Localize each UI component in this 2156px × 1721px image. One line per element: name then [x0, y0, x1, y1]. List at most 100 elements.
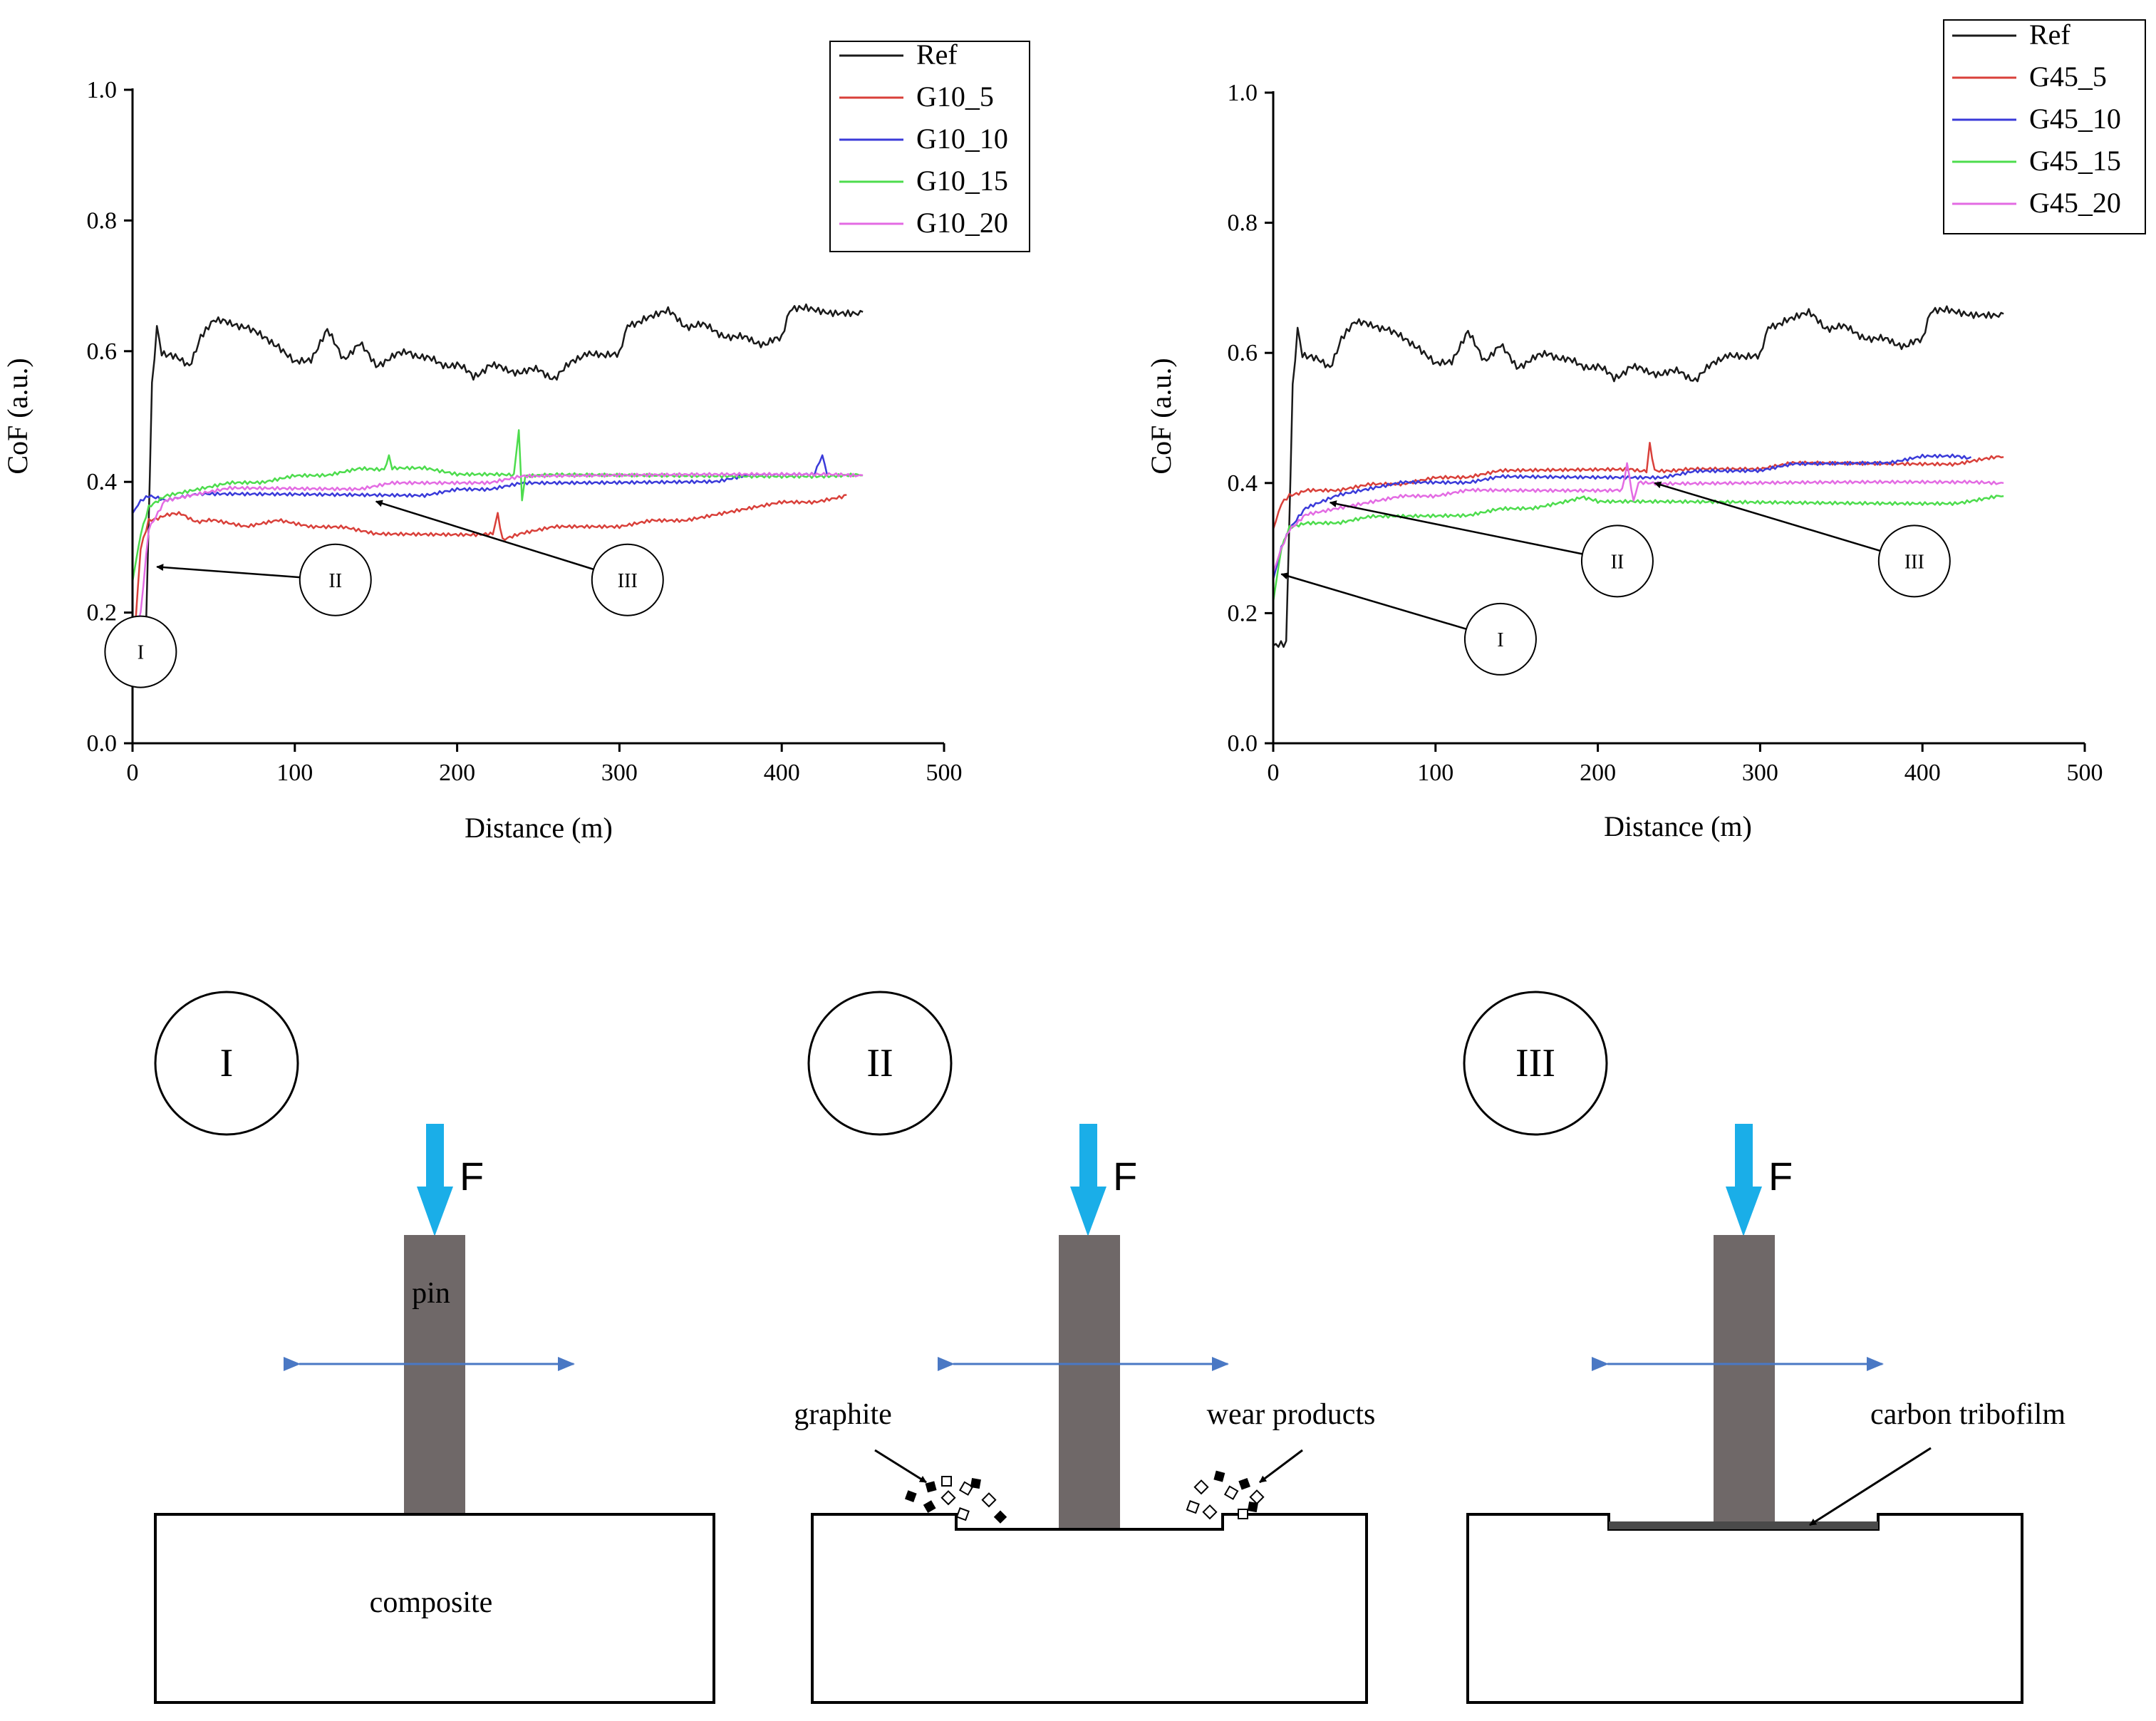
stage-1-badge — [154, 991, 299, 1136]
x-tick-label: 500 — [2067, 760, 2103, 786]
y-tick-label: 0.4 — [1228, 470, 1258, 497]
stage-3: III F carbon tribofilm — [1463, 991, 2066, 1704]
y-axis-label-right: CoF (a.u.) — [1145, 358, 1177, 474]
wear-products-label: wear products — [1207, 1398, 1376, 1431]
annotation-label: III — [618, 570, 638, 592]
tribofilm-label: carbon tribofilm — [1870, 1398, 2066, 1431]
wear-mechanism-schematic: I F pin composite II F graphite wear pro… — [154, 991, 2066, 1704]
force-label: F — [460, 1154, 484, 1199]
pin — [404, 1235, 465, 1515]
composite-block-tribofilm — [1466, 1513, 2023, 1704]
tribofilm-pointer — [1809, 1447, 1932, 1526]
annotation-circle — [104, 615, 177, 688]
x-tick-label: 100 — [276, 760, 313, 786]
force-label: F — [1113, 1154, 1137, 1199]
x-axis-label-right: Distance (m) — [1604, 810, 1752, 842]
series-line-G10_10 — [131, 454, 829, 515]
x-tick-label: 100 — [1417, 760, 1453, 786]
annotation-label: III — [1904, 551, 1924, 573]
graphite-label: graphite — [794, 1398, 892, 1431]
annotation-arrow — [1654, 481, 1881, 552]
stage-2-label: II — [866, 1041, 893, 1085]
pin — [1714, 1235, 1775, 1524]
annotation-circle — [299, 543, 372, 616]
annotation-circle — [1463, 602, 1537, 676]
y-tick-label: 0.4 — [87, 469, 118, 495]
annotation-label: II — [328, 570, 342, 592]
stage-1-label: I — [220, 1041, 234, 1085]
y-tick-label: 0.6 — [87, 338, 118, 365]
force-arrow-icon — [1070, 1187, 1106, 1236]
legend-label: G45_15 — [2029, 145, 2121, 177]
wear-particles-right — [1186, 1470, 1265, 1520]
y-tick-label: 1.0 — [1228, 80, 1258, 106]
chart-right: 0 100 200 300 400 500 0.0 0.2 0.4 0.6 0.8 1.0 CoF (… — [1145, 19, 2146, 842]
x-tick-label: 0 — [1268, 760, 1280, 786]
graphite-pointer — [874, 1449, 927, 1484]
legend-left: Ref G10_5 G10_10 G10_15 G10_20 — [829, 38, 1030, 252]
wear-products-pointer — [1259, 1449, 1303, 1484]
force-arrow-shaft — [1735, 1124, 1753, 1188]
series-line-G45_10 — [1272, 453, 1972, 580]
annotation-label: I — [1497, 629, 1503, 651]
x-tick-label: 500 — [926, 760, 963, 786]
y-tick-label: 0.2 — [1228, 600, 1258, 626]
composite-label: composite — [370, 1586, 493, 1619]
composite-block — [154, 1513, 715, 1704]
legend-label: G10_5 — [916, 81, 994, 113]
force-arrow-icon — [1726, 1187, 1762, 1236]
y-tick-label: 0.2 — [87, 600, 118, 626]
x-tick-label: 400 — [1904, 760, 1941, 786]
legend-label: Ref — [2029, 19, 2071, 51]
legend-label: G45_10 — [2029, 103, 2121, 135]
series-line-G10_5 — [131, 494, 847, 666]
stage-3-badge — [1463, 991, 1608, 1136]
annotation-label: I — [138, 642, 144, 664]
y-tick-label: 0.6 — [1228, 340, 1258, 366]
y-tick-label: 0.0 — [1228, 730, 1258, 757]
x-tick-label: 300 — [601, 760, 638, 786]
y-tick-label: 0.8 — [87, 207, 118, 234]
x-tick-label: 200 — [439, 760, 475, 786]
force-arrow-shaft — [426, 1124, 444, 1188]
legend-label: G10_20 — [916, 207, 1008, 239]
carbon-tribofilm — [1609, 1521, 1878, 1529]
annotation-circle — [1580, 524, 1654, 598]
series-line-Ref — [132, 303, 864, 659]
pin-label: pin — [412, 1277, 450, 1310]
y-tick-label: 0.8 — [1228, 210, 1258, 237]
legend-label: G45_20 — [2029, 187, 2121, 219]
chart-left: 0 100 200 300 400 500 0.0 0.2 0.4 0.6 0.8 1.0 CoF (… — [1, 38, 1030, 844]
force-arrow-shaft — [1079, 1124, 1097, 1188]
x-axis-label-left: Distance (m) — [465, 812, 613, 844]
x-tick-label: 200 — [1580, 760, 1616, 786]
x-tick-label: 300 — [1742, 760, 1778, 786]
stage-2-badge — [807, 991, 953, 1136]
legend-label: G10_10 — [916, 123, 1008, 155]
pin — [1059, 1235, 1120, 1529]
annotation-arrow — [1280, 572, 1467, 630]
y-tick-label: 0.0 — [87, 730, 118, 757]
annotation-arrow — [375, 500, 594, 571]
annotation-arrow — [1329, 500, 1583, 555]
annotation-arrow — [156, 564, 300, 579]
force-label: F — [1768, 1154, 1793, 1199]
stage-3-label: III — [1515, 1041, 1555, 1085]
x-tick-label: 0 — [127, 760, 139, 786]
legend-label: G45_5 — [2029, 61, 2107, 93]
legend-right: Ref G45_5 G45_10 G45_15 G45_20 — [1943, 19, 2146, 234]
series-line-G45_20 — [1272, 462, 2004, 573]
y-tick-label: 1.0 — [87, 77, 118, 103]
series-line-G10_20 — [131, 472, 864, 644]
legend-label: Ref — [916, 38, 958, 71]
annotation-circle — [1877, 524, 1951, 598]
stage-2: II F graphite wear products — [794, 991, 1376, 1704]
graphite-particles-left — [904, 1476, 1007, 1524]
series-line-Ref — [1273, 305, 2004, 648]
annotation-circle — [591, 543, 664, 616]
annotation-label: II — [1611, 551, 1624, 573]
stage-1: I F pin composite — [154, 991, 715, 1704]
force-arrow-icon — [417, 1187, 453, 1236]
composite-block-worn — [811, 1513, 1368, 1704]
x-tick-label: 400 — [764, 760, 800, 786]
